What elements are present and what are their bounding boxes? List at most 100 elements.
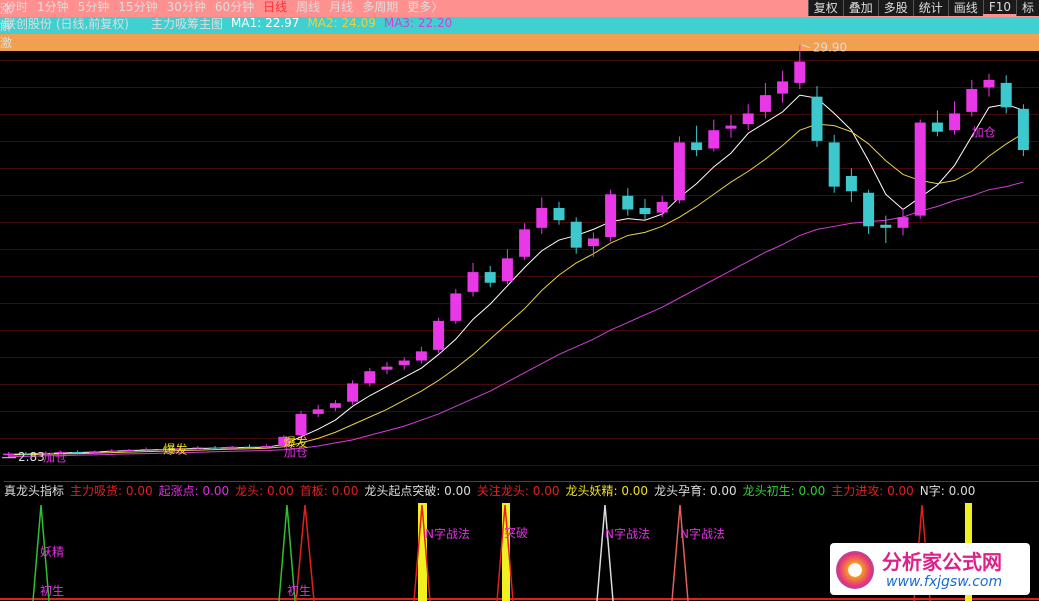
period-tab[interactable]: 更多〉 xyxy=(407,0,444,14)
signal-label: 爆发 xyxy=(163,442,187,457)
period-tab[interactable]: 月线 xyxy=(329,0,354,14)
indicator-value: N字: 0.00 xyxy=(919,483,976,498)
candle-body xyxy=(123,449,135,451)
candle-body xyxy=(54,452,66,454)
candle-body xyxy=(656,201,668,213)
period-tab[interactable]: 30分钟 xyxy=(166,0,206,14)
candle-body xyxy=(725,125,737,129)
indicator-value: 龙头初生: 0.00 xyxy=(742,483,826,498)
indicator-value: 主力吸货: 0.00 xyxy=(70,483,153,498)
period-tab[interactable]: 5分钟 xyxy=(77,0,110,14)
candle-body xyxy=(1017,108,1029,151)
candle-body xyxy=(140,449,152,451)
indicator-label: 突破 xyxy=(504,526,529,540)
candle-body xyxy=(811,96,823,141)
candle-body xyxy=(226,446,238,449)
period-tab[interactable]: 60分钟 xyxy=(214,0,255,14)
candle-body xyxy=(742,113,754,125)
indicator-label: N字战法 xyxy=(680,527,725,541)
candle-body xyxy=(89,451,101,453)
signal-marker: 涨 xyxy=(0,0,1039,17)
candle-body xyxy=(209,447,221,449)
indicator-label: 初生 xyxy=(40,584,65,598)
candle-body xyxy=(157,449,169,451)
period-tab[interactable]: 周线 xyxy=(296,0,321,14)
candle-body xyxy=(364,371,376,384)
candle-body xyxy=(1000,82,1012,108)
ma-label: MA1: 22.97 xyxy=(231,16,300,30)
ma-line xyxy=(8,181,1024,458)
candle-body xyxy=(536,208,548,228)
candle-body xyxy=(347,383,359,402)
candle-body xyxy=(863,192,875,227)
signal-marker: 解 xyxy=(0,17,1039,34)
indicator-label: N字战法 xyxy=(605,527,650,541)
candle-body xyxy=(381,366,393,370)
indicator-value: 龙头起点突破: 0.00 xyxy=(364,483,471,498)
candle-body xyxy=(639,208,651,215)
tool-button[interactable]: 标 xyxy=(1015,0,1039,16)
watermark-logo xyxy=(836,551,874,589)
candle-body xyxy=(708,130,720,149)
indicator-value: 龙头孕育: 0.00 xyxy=(654,483,737,498)
main-header: 联创股份 (日线,前复权) 主力吸筹主图 MA1: 22.97 MA2: 24.… xyxy=(4,15,452,31)
indicator-title[interactable]: 真龙头指标 xyxy=(4,483,65,498)
candle-body xyxy=(519,229,531,257)
indicator-label: N字战法 xyxy=(425,527,470,541)
indicator-value: 起涨点: 0.00 xyxy=(158,483,230,498)
indicator-label: 初生 xyxy=(287,584,312,598)
candle-body xyxy=(243,446,255,448)
watermark-name: 分析家公式网 xyxy=(882,550,1002,574)
candle-body xyxy=(71,452,83,454)
tool-button[interactable]: 多股 xyxy=(877,0,913,16)
tool-buttons: 复权 叠加 多股 统计 画线 F10 标 xyxy=(807,0,1039,16)
period-tab[interactable]: 多周期 xyxy=(362,0,399,14)
signal-label: 加仓 xyxy=(972,126,996,140)
candle-body xyxy=(759,95,771,112)
template-name[interactable]: 主力吸筹主图 xyxy=(151,16,224,31)
period-tab[interactable]: 分时 xyxy=(4,0,29,14)
candle-body xyxy=(467,272,479,292)
tool-button[interactable]: 复权 xyxy=(807,0,843,16)
candle-body xyxy=(622,195,634,210)
candle-body xyxy=(570,221,582,248)
period-tab[interactable]: 15分钟 xyxy=(118,0,158,14)
candle-body xyxy=(587,238,599,247)
candle-body xyxy=(501,258,513,282)
candle-body xyxy=(983,79,995,88)
candle-body xyxy=(192,447,204,449)
indicator-value: 关注龙头: 0.00 xyxy=(476,483,560,498)
candle-body xyxy=(605,194,617,237)
ma-line xyxy=(8,123,1024,456)
stock-name[interactable]: 联创股份 (日线,前复权) xyxy=(4,16,129,31)
tool-button[interactable]: 画线 xyxy=(947,0,983,16)
ma-label: MA3: 22.20 xyxy=(383,16,453,30)
tool-button[interactable]: F10 xyxy=(982,0,1016,14)
tool-button[interactable]: 叠加 xyxy=(842,0,878,16)
candle-body xyxy=(880,224,892,228)
tool-button[interactable]: 统计 xyxy=(912,0,948,16)
period-tab[interactable]: 1分钟 xyxy=(37,0,69,14)
candle-body xyxy=(3,453,15,456)
candle-body xyxy=(261,445,273,448)
candle-body xyxy=(553,208,565,221)
candle-body xyxy=(415,351,427,361)
signal-label: 加仓 xyxy=(284,446,308,460)
candle-body xyxy=(845,175,857,192)
candle-body xyxy=(777,81,789,94)
candle-body xyxy=(278,436,290,446)
indicator-value: 首板: 0.00 xyxy=(299,483,359,498)
indicator-value: 龙头: 0.00 xyxy=(235,483,294,498)
watermark: 分析家公式网 www.fxjgsw.com xyxy=(830,543,1030,595)
candle-body xyxy=(966,89,978,112)
candle-body xyxy=(295,413,307,436)
candle-body xyxy=(673,142,685,201)
candle-body xyxy=(329,403,341,408)
high-pointer xyxy=(801,44,810,49)
indicator-label: 妖精 xyxy=(40,545,65,559)
period-tab[interactable]: 日线 xyxy=(263,0,288,14)
candle-body xyxy=(312,409,324,414)
period-toolbar: 分时 1分钟 5分钟 15分钟 30分钟 60分钟 日线 周线 月线 多周期 更多〉 xyxy=(4,0,444,14)
